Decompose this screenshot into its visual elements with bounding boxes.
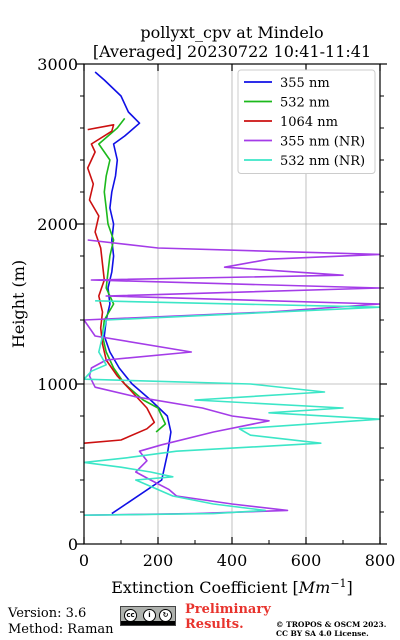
y-tick-label: 1000 bbox=[37, 375, 78, 394]
y-tick-label: 0 bbox=[68, 535, 78, 554]
license-line: CC BY SA 4.0 License. bbox=[276, 629, 369, 638]
y-tick-label: 2000 bbox=[37, 215, 78, 234]
method-label: Method: Raman bbox=[8, 622, 114, 637]
y-axis-label: Height (m) bbox=[9, 260, 28, 348]
extinction-profile-chart: pollyxt_cpv at Mindelo [Averaged] 202307… bbox=[9, 23, 395, 597]
series-layer bbox=[84, 71, 380, 516]
y-tick-label: 3000 bbox=[37, 55, 78, 74]
chart-subtitle: [Averaged] 20230722 10:41-11:41 bbox=[93, 42, 371, 61]
x-tick-label: 400 bbox=[217, 551, 248, 570]
series-line-2 bbox=[84, 124, 156, 444]
legend-label: 532 nm bbox=[280, 96, 330, 111]
legend-label: 355 nm bbox=[280, 76, 330, 91]
legend: 355 nm 532 nm 1064 nm 355 nm (NR) 532 nm (NR… bbox=[237, 69, 376, 174]
chart-title: pollyxt_cpv at Mindelo bbox=[140, 23, 323, 42]
x-tick-label: 600 bbox=[291, 551, 322, 570]
legend-label: 532 nm (NR) bbox=[280, 154, 365, 169]
legend-label: 355 nm (NR) bbox=[280, 135, 365, 150]
badge-strip bbox=[121, 621, 175, 625]
legend-box bbox=[237, 69, 376, 174]
series-line-4 bbox=[84, 300, 380, 516]
results-notice: Results. bbox=[185, 617, 244, 632]
series-line-0 bbox=[94, 71, 172, 515]
preliminary-notice: Preliminary bbox=[185, 602, 271, 617]
version-label: Version: 3.6 bbox=[8, 606, 87, 621]
x-tick-label: 800 bbox=[365, 551, 396, 570]
legend-label: 1064 nm bbox=[280, 115, 338, 130]
x-axis-label: Extinction Coefficient [Mm−1] bbox=[111, 577, 353, 597]
copyright-line: © TROPOS & OSCM 2023. bbox=[276, 620, 387, 629]
x-tick-label: 0 bbox=[79, 551, 89, 570]
axis-ticks: 0 200 400 600 800 0 1000 2000 3000 bbox=[37, 55, 395, 570]
series-line-3 bbox=[84, 239, 380, 516]
x-tick-label: 200 bbox=[143, 551, 174, 570]
cc-by-sa-logo: cc i ↻ bbox=[120, 606, 176, 626]
